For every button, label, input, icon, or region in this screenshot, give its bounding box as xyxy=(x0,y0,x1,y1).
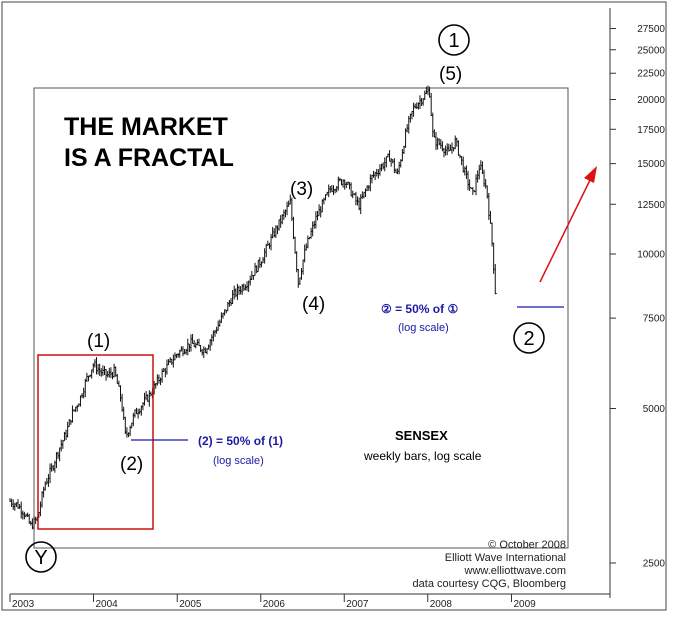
y-tick-label: 17500 xyxy=(637,125,665,136)
x-axis-ticks: 2003 2004 2005 2006 2007 2008 2009 xyxy=(9,594,536,610)
source-line-2: Elliott Wave International xyxy=(445,552,566,564)
series-description: weekly bars, log scale xyxy=(363,449,482,463)
x-tick-label: 2008 xyxy=(430,599,453,610)
x-tick-label: 2009 xyxy=(513,599,536,610)
y-tick-label: 2500 xyxy=(643,559,666,570)
fractal-highlight-box xyxy=(37,354,154,530)
circled-label-y: Y xyxy=(25,541,57,573)
wave-label-5: (5) xyxy=(439,64,462,85)
inner-frame xyxy=(33,87,569,549)
x-tick-label: 2004 xyxy=(96,599,119,610)
x-tick-label: 2006 xyxy=(263,599,286,610)
outer-frame xyxy=(1,1,667,611)
projection-arrow xyxy=(539,166,597,283)
source-line-1: © October 2008 xyxy=(488,539,566,551)
svg-text:Y: Y xyxy=(34,547,47,569)
y-tick-label: 20000 xyxy=(637,95,665,106)
wave-label-3: (3) xyxy=(290,179,313,200)
y-axis-ticks: 2500 5000 7500 10000 12500 15000 17500 20000 225… xyxy=(610,24,666,570)
svg-text:1: 1 xyxy=(448,30,459,52)
source-line-3: www.elliottwave.com xyxy=(464,565,566,577)
headline-line-1: THE MARKET xyxy=(64,113,228,141)
small-retracement-note: (2) = 50% of (1) xyxy=(198,434,283,448)
large-retracement-subnote: (log scale) xyxy=(398,322,449,334)
large-retracement-note: ② = 50% of ① xyxy=(381,302,458,316)
y-tick-label: 22500 xyxy=(637,69,665,80)
circled-label-1: 1 xyxy=(438,24,470,56)
circled-label-2: 2 xyxy=(513,322,545,354)
y-tick-label: 15000 xyxy=(637,159,665,170)
wave-label-2: (2) xyxy=(120,454,143,475)
y-tick-label: 7500 xyxy=(643,314,666,325)
source-line-4: data courtesy CQG, Bloomberg xyxy=(413,578,566,590)
x-tick-label: 2003 xyxy=(12,599,35,610)
wave-label-1: (1) xyxy=(87,331,110,352)
y-tick-label: 5000 xyxy=(643,404,666,415)
y-tick-label: 12500 xyxy=(637,200,665,211)
y-tick-label: 25000 xyxy=(637,45,665,56)
small-retracement-subnote: (log scale) xyxy=(213,455,264,467)
price-bars xyxy=(9,85,497,530)
headline-line-2: IS A FRACTAL xyxy=(64,144,234,172)
x-tick-label: 2007 xyxy=(346,599,369,610)
x-tick-label: 2005 xyxy=(179,599,202,610)
y-tick-label: 27500 xyxy=(637,24,665,35)
y-tick-label: 10000 xyxy=(637,250,665,261)
weekly-bar xyxy=(494,263,497,295)
series-name: SENSEX xyxy=(395,428,448,443)
wave-label-4: (4) xyxy=(302,294,325,315)
svg-text:2: 2 xyxy=(523,328,534,350)
